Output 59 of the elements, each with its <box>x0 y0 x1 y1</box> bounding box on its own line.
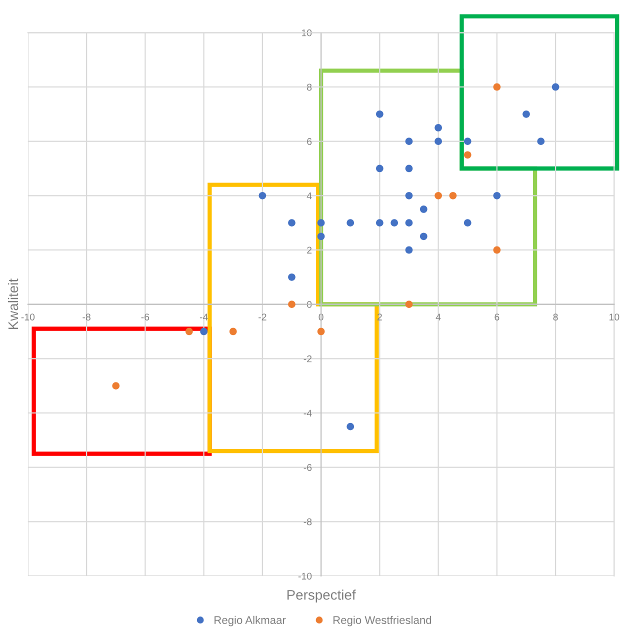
point <box>317 232 325 240</box>
y-tick-label: 2 <box>307 246 312 254</box>
y-tick-label: 8 <box>307 84 312 91</box>
point <box>200 328 208 336</box>
point <box>537 138 545 145</box>
point <box>405 164 413 172</box>
y-tick-label: -4 <box>304 410 312 417</box>
y-tick-label: -8 <box>304 518 312 526</box>
point <box>420 232 428 240</box>
x-axis-title: Perspectief <box>287 590 356 603</box>
point <box>493 83 501 91</box>
point <box>449 192 457 200</box>
x-tick-label: -10 <box>21 314 35 320</box>
x-tick-label: 10 <box>610 314 620 320</box>
point <box>464 219 472 226</box>
y-tick-label: 4 <box>306 192 312 200</box>
point <box>434 192 442 200</box>
point <box>112 382 120 390</box>
point <box>258 192 266 200</box>
point <box>522 110 530 118</box>
point <box>376 110 384 118</box>
x-tick-label: 8 <box>553 314 558 320</box>
x-tick-label: 6 <box>494 314 500 320</box>
y-tick-label: -10 <box>298 572 312 580</box>
point <box>317 219 325 226</box>
point <box>229 328 237 336</box>
x-tick-label: -8 <box>82 314 90 320</box>
point <box>288 219 296 226</box>
y-axis-title: Kwaliteit <box>8 278 18 330</box>
point <box>317 328 325 336</box>
point <box>288 300 296 308</box>
legend-label: Regio Alkmaar <box>214 616 286 626</box>
point <box>346 219 354 226</box>
point <box>390 219 398 226</box>
point <box>376 219 384 226</box>
point <box>434 124 442 132</box>
point <box>376 164 384 172</box>
x-tick-label: 4 <box>436 314 441 320</box>
point <box>405 246 413 254</box>
point <box>420 206 428 213</box>
point <box>493 192 501 200</box>
point <box>405 219 413 226</box>
point <box>464 151 472 159</box>
point <box>185 328 193 336</box>
x-tick-label: -6 <box>141 314 150 320</box>
y-tick-label: -2 <box>304 355 312 362</box>
y-tick-label: -6 <box>304 464 312 471</box>
point <box>434 138 442 145</box>
point <box>493 246 501 254</box>
point <box>552 83 560 91</box>
legend-label: Regio Westfriesland <box>333 616 432 626</box>
point <box>405 192 413 200</box>
y-tick-label: 6 <box>307 138 312 145</box>
x-tick-label: -2 <box>258 314 266 320</box>
point <box>405 138 413 145</box>
point <box>346 422 354 430</box>
point <box>405 300 413 308</box>
point <box>464 138 472 145</box>
point <box>288 273 296 281</box>
